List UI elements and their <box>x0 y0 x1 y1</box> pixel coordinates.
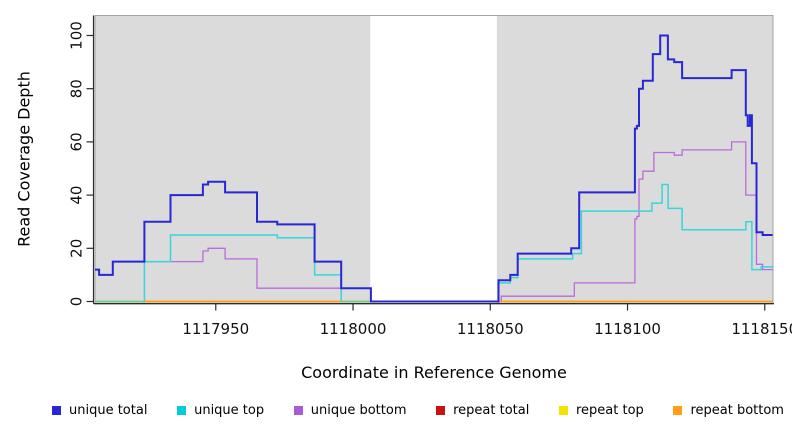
x-axis-title: Coordinate in Reference Genome <box>301 363 567 382</box>
x-tick-label: 1118150 <box>731 320 792 338</box>
legend-label: unique top <box>194 402 265 418</box>
legend-swatch-icon <box>52 405 61 415</box>
masked-region <box>370 16 497 304</box>
series-line-unique-bottom <box>95 141 773 303</box>
legend-item-unique-bottom: unique bottom <box>293 402 407 418</box>
legend-label: repeat bottom <box>690 402 784 418</box>
y-axis-title: Read Coverage Depth <box>14 71 34 247</box>
x-tick-label: 1117950 <box>182 320 249 338</box>
y-tick-label: 80 <box>68 79 86 98</box>
y-tick-label: 40 <box>68 186 86 205</box>
legend-label: repeat top <box>576 402 644 418</box>
legend-item-repeat-bottom: repeat bottom <box>673 403 784 418</box>
legend-swatch-icon <box>293 405 303 415</box>
coverage-chart: 0 20 40 60 80 100 1117950 1118000 1118050 1118100… <box>68 15 792 338</box>
y-tick-label: 20 <box>68 239 86 258</box>
y-tick-label: 100 <box>68 21 86 50</box>
legend-swatch-icon <box>436 405 446 415</box>
legend-item-repeat-top: repeat top <box>559 403 644 418</box>
series-line-unique-total <box>95 34 773 303</box>
y-tick-label: 60 <box>68 132 86 151</box>
legend-label: unique bottom <box>310 402 407 418</box>
y-tick-label: 0 <box>68 297 86 307</box>
legend-item-repeat-total: repeat total <box>436 403 529 418</box>
legend-swatch-icon <box>673 405 683 415</box>
x-tick-label: 1118100 <box>594 320 661 338</box>
legend-item-unique-total: unique total <box>52 403 147 418</box>
legend-item-unique-top: unique top <box>177 403 264 418</box>
legend-label: repeat total <box>453 402 530 418</box>
x-tick-label: 1118000 <box>320 320 387 338</box>
legend: unique total unique top unique bottom repea… <box>52 401 784 419</box>
legend-label: unique total <box>69 402 148 418</box>
x-tick-label: 1118050 <box>457 320 524 338</box>
legend-swatch-icon <box>559 405 568 415</box>
series-line-unique-top <box>95 183 773 303</box>
legend-swatch-icon <box>177 405 187 415</box>
